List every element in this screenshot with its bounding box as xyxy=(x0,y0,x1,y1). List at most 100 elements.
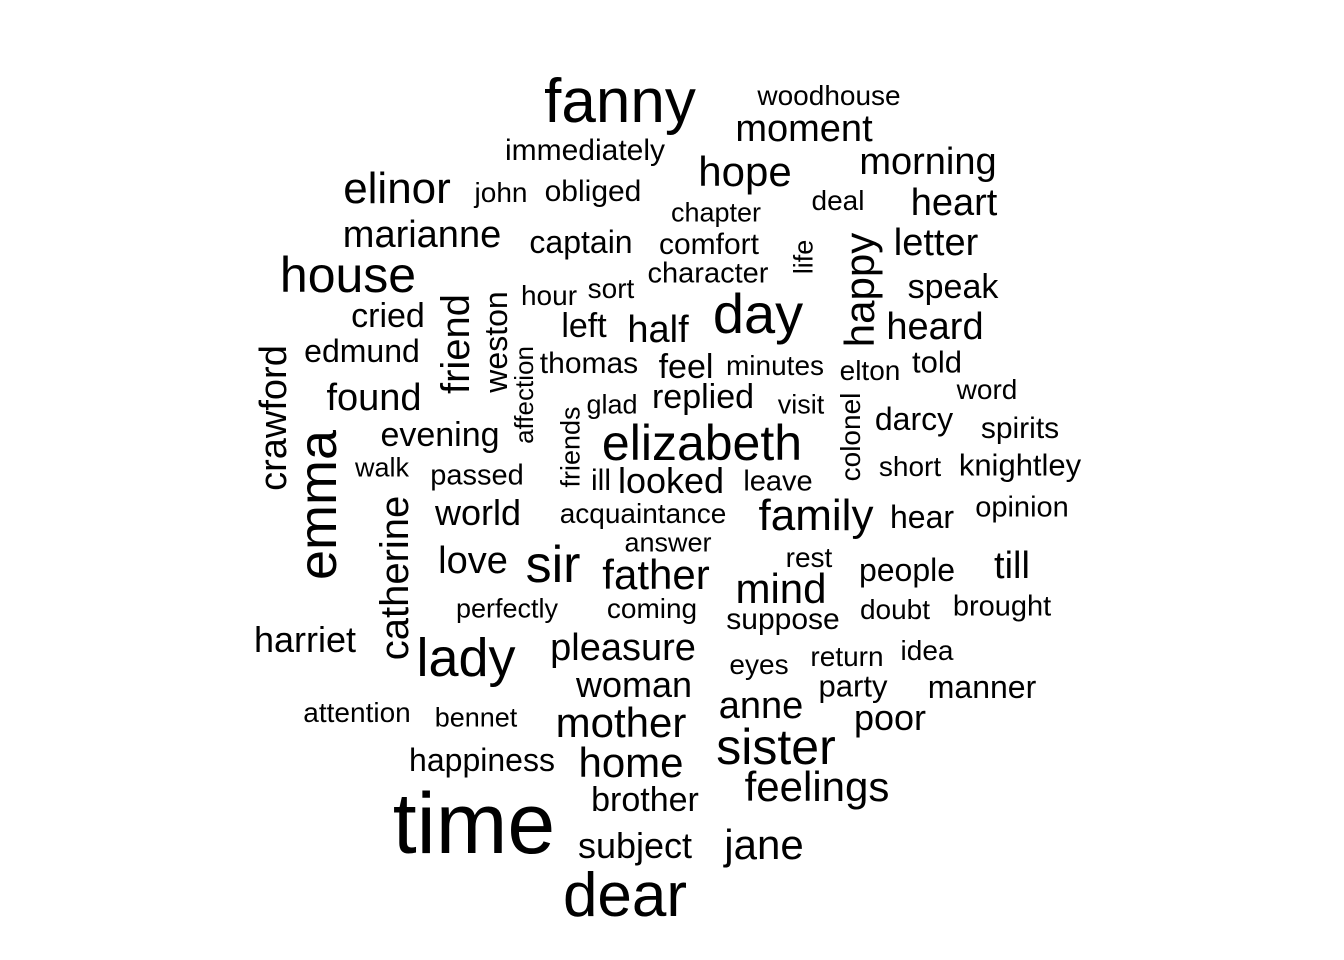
word-attention: attention xyxy=(303,697,411,728)
word-happy: happy xyxy=(836,232,883,348)
word-knightley: knightley xyxy=(958,447,1082,483)
word-edmund: edmund xyxy=(304,333,420,369)
word-marianne: marianne xyxy=(342,214,502,256)
word-answer: answer xyxy=(624,527,712,558)
word-half: half xyxy=(627,309,689,351)
word-cried: cried xyxy=(351,297,425,335)
word-spirits: spirits xyxy=(980,412,1060,445)
word-evening: evening xyxy=(380,416,500,454)
word-return: return xyxy=(810,641,884,672)
word-looked: looked xyxy=(617,460,725,501)
word-leave: leave xyxy=(743,465,813,498)
word-coming: coming xyxy=(606,593,698,624)
word-poor: poor xyxy=(853,697,927,738)
word-morning: morning xyxy=(859,141,997,183)
word-idea: idea xyxy=(900,635,954,666)
word-character: character xyxy=(647,257,769,290)
word-colonel: colonel xyxy=(835,392,866,482)
word-woman: woman xyxy=(575,664,693,705)
word-bennet: bennet xyxy=(434,702,518,733)
word-deal: deal xyxy=(811,185,865,216)
word-pleasure: pleasure xyxy=(550,627,696,669)
word-world: world xyxy=(434,492,522,533)
word-rest: rest xyxy=(785,542,833,573)
word-crawford: crawford xyxy=(253,345,295,491)
word-short: short xyxy=(878,451,942,482)
word-brought: brought xyxy=(952,590,1052,623)
word-jane: jane xyxy=(724,821,804,868)
word-people: people xyxy=(858,552,956,588)
word-weston: weston xyxy=(478,291,514,393)
word-friends: friends xyxy=(555,406,586,488)
word-manner: manner xyxy=(927,669,1037,705)
word-chapter: chapter xyxy=(670,197,762,228)
word-elizabeth: elizabeth xyxy=(601,415,803,471)
word-elinor: elinor xyxy=(343,164,451,213)
word-replied: replied xyxy=(651,378,755,416)
word-john: john xyxy=(474,177,528,208)
word-brother: brother xyxy=(591,781,699,819)
word-hear: hear xyxy=(889,499,955,535)
word-dear: dear xyxy=(562,861,688,930)
word-catherine: catherine xyxy=(373,495,417,661)
word-mother: mother xyxy=(555,699,687,746)
word-friend: friend xyxy=(434,293,478,395)
word-time: time xyxy=(392,776,556,872)
word-passed: passed xyxy=(430,459,524,492)
word-found: found xyxy=(326,377,422,419)
word-life: life xyxy=(788,239,819,275)
word-sort: sort xyxy=(587,273,635,304)
word-opinion: opinion xyxy=(975,491,1069,524)
word-letter: letter xyxy=(893,222,979,264)
word-glad: glad xyxy=(586,389,638,420)
word-hour: hour xyxy=(520,280,578,311)
word-family: family xyxy=(758,491,874,540)
word-happiness: happiness xyxy=(409,742,555,778)
word-ill: ill xyxy=(591,464,611,497)
word-heart: heart xyxy=(910,182,998,224)
word-darcy: darcy xyxy=(874,401,954,437)
word-day: day xyxy=(712,282,804,345)
word-love: love xyxy=(438,540,508,582)
word-speak: speak xyxy=(907,268,999,306)
word-walk: walk xyxy=(354,452,410,483)
word-subject: subject xyxy=(577,825,693,866)
word-home: home xyxy=(578,739,684,786)
word-moment: moment xyxy=(735,108,873,150)
word-told: told xyxy=(912,344,962,380)
word-father: father xyxy=(602,551,710,598)
word-elton: elton xyxy=(839,355,901,386)
word-sister: sister xyxy=(716,719,836,775)
word-doubt: doubt xyxy=(859,594,931,625)
word-captain: captain xyxy=(529,224,633,260)
word-lady: lady xyxy=(416,628,516,688)
word-immediately: immediately xyxy=(504,134,666,167)
word-suppose: suppose xyxy=(726,603,840,636)
word-mind: mind xyxy=(735,565,827,612)
word-acquaintance: acquaintance xyxy=(559,498,727,529)
word-perfectly: perfectly xyxy=(455,593,559,624)
word-woodhouse: woodhouse xyxy=(757,80,901,111)
word-visit: visit xyxy=(777,389,825,420)
word-fanny: fanny xyxy=(544,67,696,136)
word-till: till xyxy=(994,545,1030,587)
word-feel: feel xyxy=(658,348,714,386)
word-left: left xyxy=(561,307,607,345)
word-comfort: comfort xyxy=(658,228,760,261)
word-feelings: feelings xyxy=(744,763,890,810)
word-affection: affection xyxy=(509,346,539,444)
word-eyes: eyes xyxy=(729,649,789,680)
word-anne: anne xyxy=(718,685,804,727)
word-house: house xyxy=(279,247,417,303)
word-sir: sir xyxy=(525,536,581,594)
word-word: word xyxy=(956,374,1018,405)
word-thomas: thomas xyxy=(539,347,639,380)
word-harriet: harriet xyxy=(253,619,357,660)
word-obliged: obliged xyxy=(544,175,642,208)
word-party: party xyxy=(818,668,888,704)
word-minutes: minutes xyxy=(725,350,825,381)
word-hope: hope xyxy=(698,148,792,195)
word-emma: emma xyxy=(288,429,348,581)
word-heard: heard xyxy=(886,306,984,348)
